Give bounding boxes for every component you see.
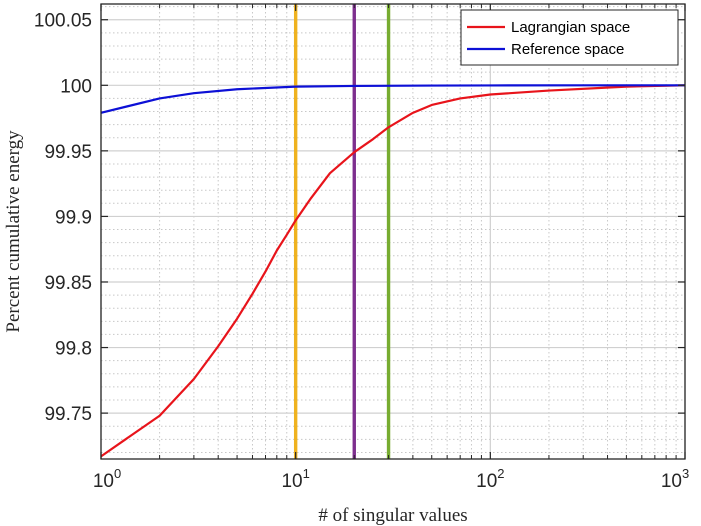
legend-label-reference: Reference space <box>511 41 624 58</box>
tick-marks <box>100 4 686 459</box>
x-tick-label-exponent: 2 <box>497 466 504 481</box>
x-tick-label-base: 10 <box>93 471 114 492</box>
y-tick-label: 99.75 <box>44 404 92 425</box>
series-line-lagrangian <box>100 84 686 458</box>
plot-area-frame <box>100 3 686 460</box>
x-axis-title: # of singular values <box>318 505 467 526</box>
x-tick-label: 101 <box>281 466 309 492</box>
y-tick-labels: 99.75 99.8 99.85 99.9 99.95 100 100.05 <box>34 11 92 425</box>
x-tick-labels: 100 101 102 103 <box>93 466 689 492</box>
series-lines <box>100 84 686 458</box>
y-tick-label: 99.8 <box>55 339 92 360</box>
y-tick-label: 99.85 <box>44 273 92 294</box>
y-tick-label: 99.95 <box>44 142 92 163</box>
x-tick-label-exponent: 1 <box>303 466 310 481</box>
x-tick-label: 100 <box>93 466 121 492</box>
marker-lines <box>293 4 391 459</box>
legend: Lagrangian space Reference space <box>460 9 679 66</box>
y-tick-label: 100 <box>60 76 92 97</box>
series-line-reference <box>100 84 685 114</box>
legend-box <box>460 9 679 66</box>
x-tick-label-base: 10 <box>661 471 682 492</box>
x-tick-label-exponent: 3 <box>682 466 689 481</box>
y-axis-title: Percent cumulative energy <box>3 130 24 333</box>
x-tick-label-exponent: 0 <box>114 466 121 481</box>
x-tick-label-base: 10 <box>281 471 302 492</box>
x-tick-label: 103 <box>661 466 689 492</box>
x-tick-label-base: 10 <box>476 471 497 492</box>
x-tick-label: 102 <box>476 466 504 492</box>
y-tick-label: 99.9 <box>55 207 92 228</box>
minor-grid <box>101 4 685 459</box>
y-tick-label: 100.05 <box>34 11 92 32</box>
legend-label-lagrangian: Lagrangian space <box>511 19 630 36</box>
